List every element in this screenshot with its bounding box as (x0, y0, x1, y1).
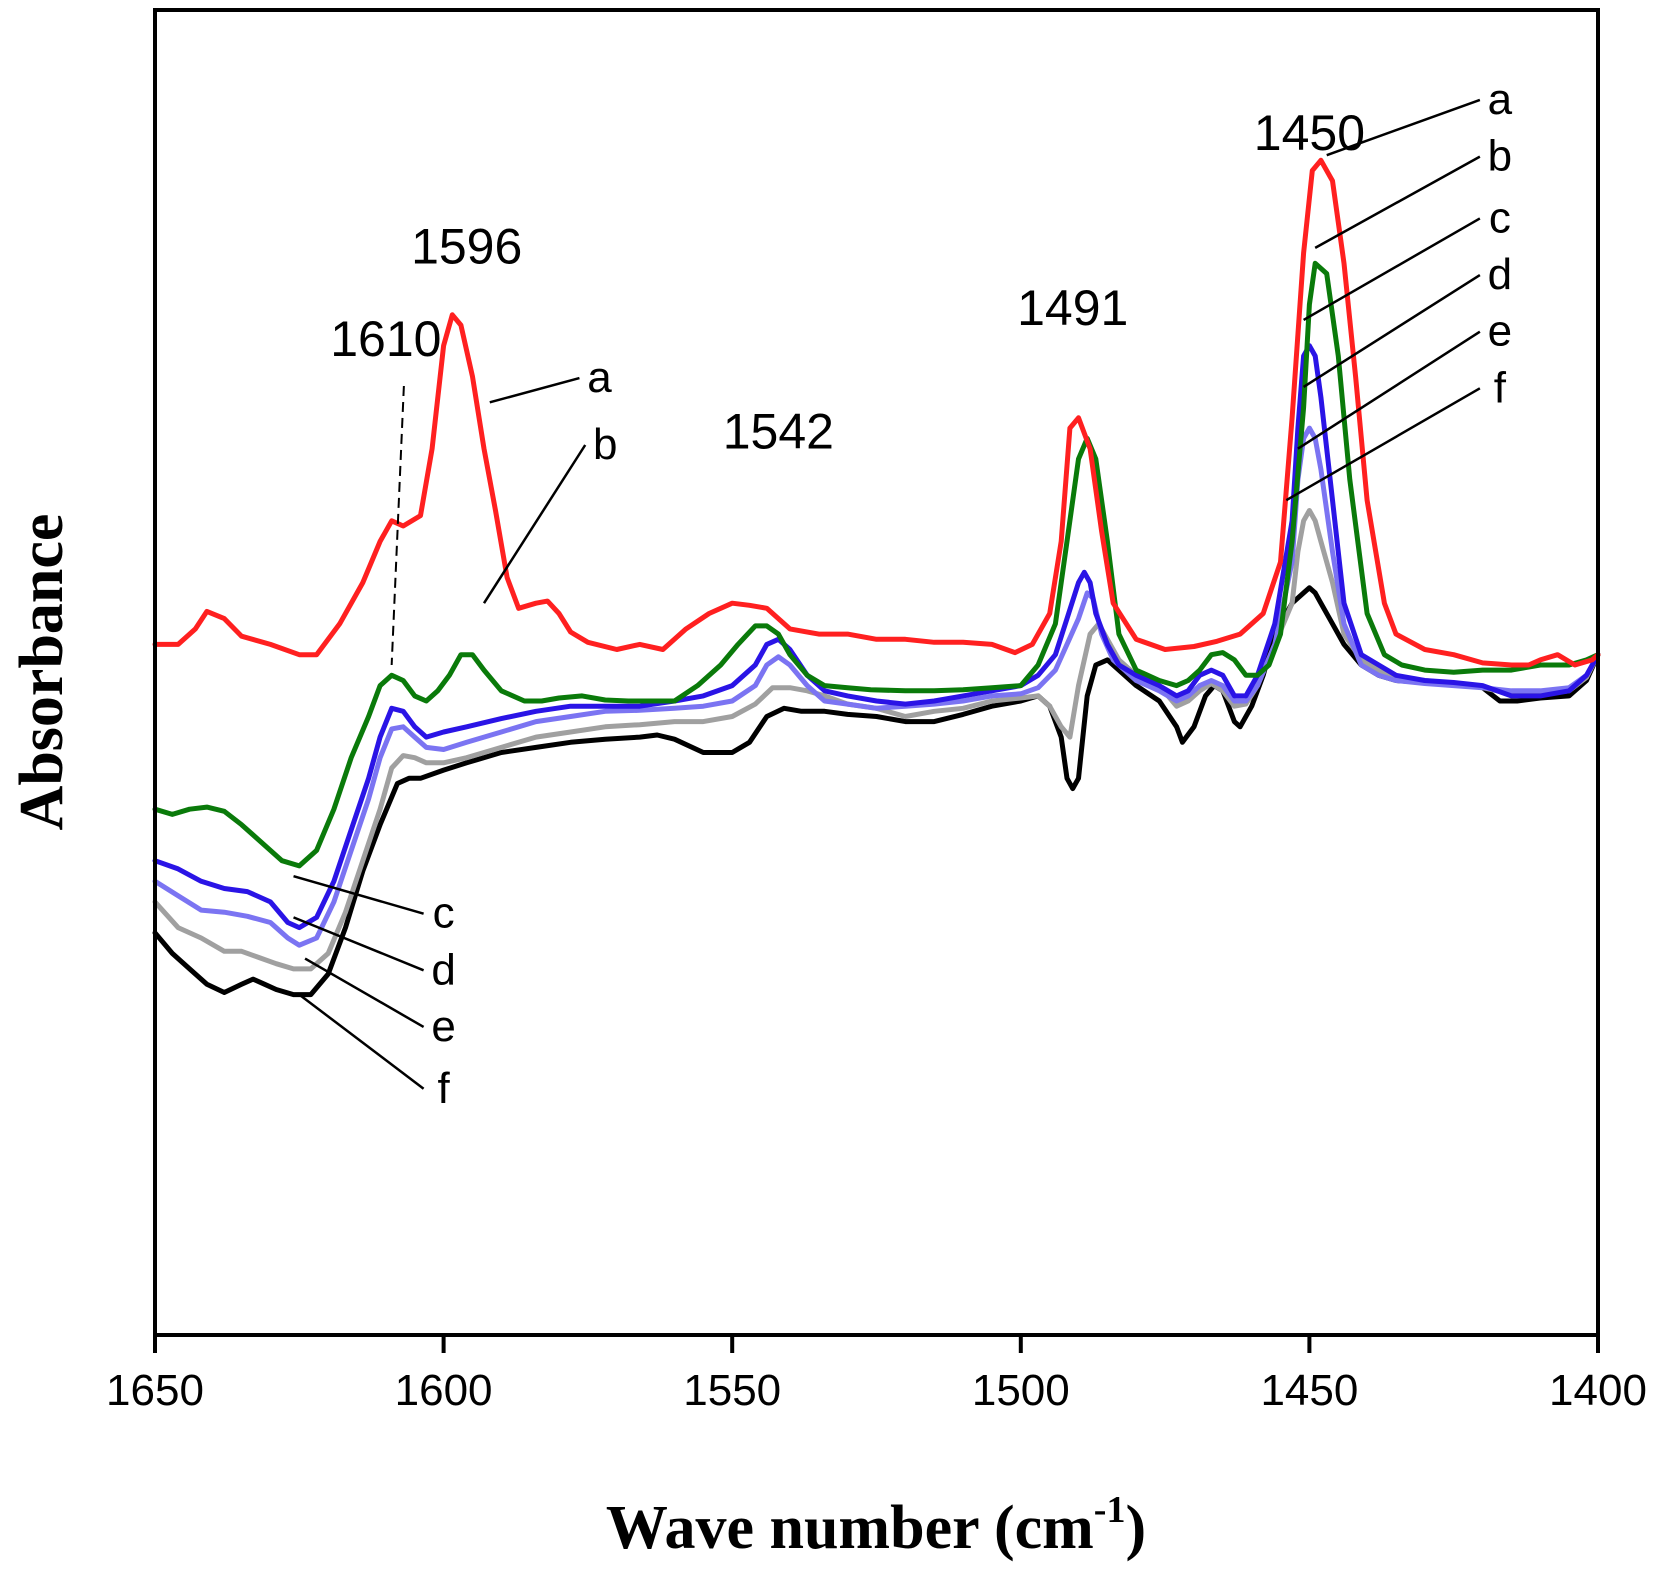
curve-label-f-11: f (437, 1064, 450, 1113)
curve-label-f-7: f (1494, 363, 1507, 412)
x-axis-title-close: ) (1125, 1494, 1146, 1562)
curve-leader-a-2 (1326, 98, 1481, 157)
curve-leader-e-10 (304, 957, 425, 1029)
peak-label-1491: 1491 (1017, 280, 1128, 336)
x-axis-title-superscript: -1 (1094, 1489, 1126, 1531)
plot-frame (153, 8, 1600, 1337)
curve-label-b-3: b (1488, 132, 1512, 181)
x-tick-label-1400: 1400 (1549, 1366, 1647, 1415)
curve-leader-e-6 (1297, 330, 1481, 450)
peak-label-1610: 1610 (330, 311, 441, 367)
peak-label-1450: 1450 (1254, 105, 1365, 161)
series-layer (152, 157, 1601, 998)
x-tick-label-1450: 1450 (1260, 1366, 1358, 1415)
curve-label-a-2: a (1488, 75, 1513, 124)
x-tick-layer: 1650 1600 1550 1500 1450 1400 (106, 1335, 1647, 1415)
curve-leader-b-3 (1314, 155, 1481, 249)
x-tick-label-1500: 1500 (972, 1366, 1070, 1415)
curve-label-d-5: d (1488, 250, 1512, 299)
x-tick-label-1600: 1600 (395, 1366, 493, 1415)
x-axis-title-main: Wave number (cm (606, 1494, 1094, 1562)
y-axis-title: Absorbance (8, 514, 76, 831)
x-tick-label-1650: 1650 (106, 1366, 204, 1415)
curve-leader-f-11 (298, 993, 425, 1090)
curve-leader-c-8 (293, 874, 424, 915)
peak-leader-1610 (390, 385, 405, 666)
curve-label-e-10: e (431, 1002, 455, 1051)
series-line-d (152, 425, 1601, 948)
series-line-a (152, 157, 1601, 668)
x-tick-label-1550: 1550 (683, 1366, 781, 1415)
curve-leader-a-0 (489, 376, 580, 404)
curve-label-c-4: c (1489, 193, 1511, 242)
curve-leader-b-1 (482, 444, 587, 604)
curve-leader-c-4 (1303, 217, 1481, 322)
curve-label-e-6: e (1488, 307, 1512, 356)
curve-leader-d-9 (293, 916, 425, 972)
curve-label-c-8: c (433, 889, 455, 938)
x-axis-title: Wave number (cm-1) (606, 1489, 1146, 1562)
curve-label-b-1: b (593, 420, 617, 469)
curve-leader-f-7 (1285, 387, 1481, 502)
curve-label-d-9: d (431, 945, 455, 994)
series-line-e (152, 508, 1601, 972)
curve-label-a-0: a (587, 353, 612, 402)
series-line-b (152, 260, 1601, 869)
curve-leader-d-5 (1302, 273, 1481, 388)
peak-label-1542: 1542 (723, 404, 834, 460)
peak-label-1596: 1596 (411, 218, 522, 274)
